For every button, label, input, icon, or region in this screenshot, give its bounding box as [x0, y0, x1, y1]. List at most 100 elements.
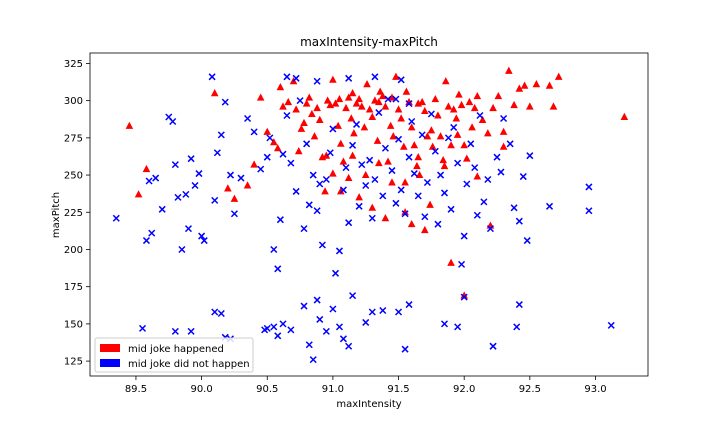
data-point-triangle: [352, 99, 361, 107]
data-point-triangle: [494, 91, 503, 100]
data-point-x: [371, 73, 379, 81]
legend-label-mid-joke-did-not-happen: mid joke did not happen: [128, 359, 250, 370]
y-tick-label: 300: [64, 96, 83, 107]
data-point-x: [401, 345, 409, 353]
data-point-x: [450, 123, 458, 131]
data-point-triangle: [350, 129, 358, 137]
legend-box: [94, 337, 254, 373]
data-point-triangle: [460, 141, 468, 149]
data-point-x: [440, 189, 449, 197]
data-point-x: [187, 155, 195, 163]
data-point-triangle: [373, 136, 382, 144]
data-point-x: [349, 141, 357, 149]
data-point-x: [211, 308, 219, 316]
data-point-triangle: [414, 152, 423, 161]
data-point-x: [266, 134, 274, 142]
data-point-x: [296, 97, 304, 105]
data-point-triangle: [401, 208, 409, 216]
data-point-triangle: [134, 190, 143, 198]
data-point-x: [458, 260, 466, 268]
axis-ticks: 89.5 90.0 90.5 91.0 91.5 92.0 92.5 93.0 125 150 17…: [64, 59, 607, 395]
data-point-triangle: [263, 127, 272, 135]
data-point-x: [379, 306, 387, 315]
data-point-x: [476, 111, 484, 120]
data-point-x: [375, 109, 383, 117]
data-point-triangle: [339, 157, 348, 165]
data-point-triangle: [381, 102, 390, 110]
data-point-triangle: [329, 75, 337, 83]
data-point-x: [171, 161, 179, 169]
data-point-triangle: [355, 193, 363, 201]
x-tick-label: 90.5: [256, 384, 278, 395]
data-point-triangle: [392, 72, 400, 80]
data-point-triangle: [270, 138, 278, 146]
legend-label-mid-joke-happened: mid joke happened: [128, 344, 224, 355]
x-tick-label: 92.0: [453, 384, 475, 395]
data-point-x: [401, 210, 409, 218]
data-point-triangle: [315, 115, 324, 123]
data-point-x: [283, 111, 291, 120]
data-point-triangle: [402, 87, 411, 95]
data-point-triangle: [460, 291, 468, 299]
data-point-triangle: [449, 105, 458, 113]
data-point-x: [200, 237, 208, 245]
data-point-x: [418, 131, 426, 139]
data-point-triangle: [421, 225, 429, 234]
data-point-triangle: [297, 124, 306, 132]
y-tick-label: 275: [64, 133, 83, 144]
x-axis-label: maxIntensity: [336, 399, 401, 410]
data-point-triangle: [329, 169, 337, 177]
data-point-x: [460, 232, 468, 240]
data-point-triangle: [399, 142, 408, 150]
data-point-triangle: [444, 102, 453, 110]
data-point-triangle: [394, 105, 403, 113]
data-point-triangle: [273, 144, 282, 152]
data-point-x: [250, 128, 258, 136]
data-point-x: [585, 207, 593, 215]
data-point-triangle: [365, 105, 374, 113]
data-point-x: [309, 171, 317, 179]
y-axis-label: maxPitch: [51, 192, 62, 238]
data-point-triangle: [384, 157, 392, 165]
data-point-x: [237, 174, 245, 182]
data-point-triangle: [363, 80, 371, 88]
data-point-x: [500, 114, 508, 123]
data-point-triangle: [142, 164, 151, 173]
data-point-x: [437, 171, 445, 179]
data-point-x: [585, 183, 593, 191]
data-point-x: [322, 175, 330, 184]
data-point-x: [158, 205, 166, 213]
data-point-x: [484, 175, 492, 184]
data-point-x: [395, 308, 403, 316]
data-point-triangle: [284, 97, 293, 106]
data-point-triangle: [421, 106, 429, 115]
x-tick-label: 91.5: [387, 384, 409, 395]
data-point-x: [171, 327, 179, 335]
data-point-x: [191, 181, 199, 190]
data-point-triangle: [386, 121, 395, 129]
data-point-x: [142, 237, 150, 245]
data-point-x: [279, 320, 287, 328]
data-point-x: [305, 201, 313, 209]
y-tick-label: 325: [64, 59, 83, 70]
data-point-x: [440, 320, 449, 328]
data-point-triangle: [463, 154, 471, 162]
data-point-triangle: [515, 84, 524, 92]
data-point-x: [366, 156, 374, 164]
data-point-x: [454, 323, 462, 331]
data-point-x: [152, 174, 160, 182]
data-point-x: [313, 207, 321, 215]
data-point-triangle: [376, 87, 384, 95]
data-point-triangle: [436, 132, 445, 140]
data-point-triangle: [276, 83, 285, 91]
data-point-triangle: [510, 100, 518, 109]
data-point-x: [313, 296, 321, 304]
data-point-x: [187, 327, 195, 335]
data-point-x: [349, 292, 357, 300]
data-point-triangle: [250, 160, 258, 168]
y-tick-label: 225: [64, 208, 83, 219]
data-point-triangle: [344, 173, 353, 182]
data-point-triangle: [484, 129, 492, 137]
data-point-triangle: [413, 161, 421, 170]
y-tick-label: 125: [64, 357, 83, 368]
